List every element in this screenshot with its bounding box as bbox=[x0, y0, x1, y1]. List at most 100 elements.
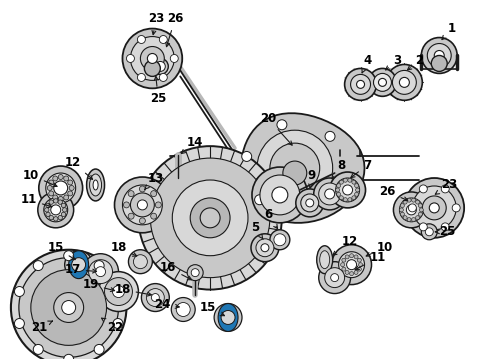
Circle shape bbox=[191, 269, 199, 276]
Circle shape bbox=[61, 203, 66, 208]
Circle shape bbox=[349, 254, 354, 258]
Circle shape bbox=[11, 250, 126, 360]
Ellipse shape bbox=[87, 169, 104, 201]
Circle shape bbox=[425, 228, 433, 236]
Circle shape bbox=[130, 37, 174, 80]
Text: 9: 9 bbox=[308, 168, 316, 188]
Circle shape bbox=[373, 73, 392, 91]
Circle shape bbox=[330, 172, 366, 208]
Circle shape bbox=[242, 152, 252, 161]
Circle shape bbox=[336, 188, 340, 192]
Text: 16: 16 bbox=[160, 261, 192, 280]
Text: 23: 23 bbox=[435, 179, 457, 194]
Circle shape bbox=[261, 244, 269, 252]
Circle shape bbox=[343, 198, 347, 202]
Circle shape bbox=[53, 199, 58, 203]
Circle shape bbox=[406, 205, 416, 215]
Text: 24: 24 bbox=[154, 298, 179, 311]
Circle shape bbox=[387, 64, 422, 100]
Circle shape bbox=[98, 272, 138, 311]
Circle shape bbox=[68, 180, 73, 185]
Circle shape bbox=[58, 175, 63, 180]
Circle shape bbox=[407, 198, 411, 202]
Text: 8: 8 bbox=[332, 158, 346, 179]
Circle shape bbox=[62, 301, 75, 315]
Circle shape bbox=[64, 195, 69, 200]
Text: 15: 15 bbox=[48, 241, 75, 260]
Text: 22: 22 bbox=[101, 318, 123, 334]
Circle shape bbox=[270, 143, 319, 193]
Text: 10: 10 bbox=[23, 168, 57, 186]
Circle shape bbox=[151, 293, 159, 302]
Circle shape bbox=[172, 180, 248, 256]
Text: 26: 26 bbox=[166, 12, 183, 47]
Circle shape bbox=[368, 68, 396, 96]
Circle shape bbox=[303, 206, 313, 216]
Circle shape bbox=[429, 203, 439, 213]
Circle shape bbox=[221, 310, 235, 324]
Circle shape bbox=[355, 192, 359, 196]
Polygon shape bbox=[241, 113, 365, 223]
Circle shape bbox=[155, 62, 165, 71]
Text: 15: 15 bbox=[200, 301, 224, 316]
Circle shape bbox=[142, 284, 169, 311]
Circle shape bbox=[357, 80, 365, 88]
Circle shape bbox=[348, 178, 352, 182]
Circle shape bbox=[416, 200, 419, 204]
Text: 4: 4 bbox=[362, 54, 371, 73]
Circle shape bbox=[69, 185, 74, 190]
Text: 12: 12 bbox=[333, 235, 358, 255]
Circle shape bbox=[72, 258, 86, 272]
Text: 7: 7 bbox=[351, 158, 371, 177]
Text: 26: 26 bbox=[379, 185, 408, 201]
Circle shape bbox=[352, 196, 356, 200]
Text: 14: 14 bbox=[181, 136, 203, 154]
Circle shape bbox=[342, 258, 346, 262]
Circle shape bbox=[49, 200, 53, 204]
Circle shape bbox=[104, 278, 132, 306]
Circle shape bbox=[122, 185, 162, 225]
Circle shape bbox=[306, 199, 314, 207]
Circle shape bbox=[137, 36, 146, 44]
Circle shape bbox=[343, 185, 353, 195]
Circle shape bbox=[256, 239, 274, 257]
Circle shape bbox=[301, 194, 318, 212]
Circle shape bbox=[63, 208, 67, 212]
Circle shape bbox=[418, 212, 422, 216]
Circle shape bbox=[399, 198, 423, 222]
Text: 20: 20 bbox=[260, 112, 292, 145]
Circle shape bbox=[130, 193, 154, 217]
Circle shape bbox=[354, 270, 358, 274]
Circle shape bbox=[399, 208, 403, 212]
Circle shape bbox=[419, 185, 427, 193]
Text: 23: 23 bbox=[148, 12, 165, 35]
Circle shape bbox=[39, 166, 83, 210]
Circle shape bbox=[359, 263, 363, 267]
Text: 21: 21 bbox=[31, 321, 52, 334]
Circle shape bbox=[89, 260, 113, 284]
Circle shape bbox=[260, 175, 300, 215]
Circle shape bbox=[14, 319, 24, 328]
Circle shape bbox=[94, 345, 104, 354]
Circle shape bbox=[422, 196, 446, 220]
Text: 1: 1 bbox=[442, 22, 456, 40]
Text: 5: 5 bbox=[251, 221, 263, 239]
Text: 11: 11 bbox=[21, 193, 52, 207]
Circle shape bbox=[45, 208, 49, 212]
Circle shape bbox=[83, 254, 119, 289]
Circle shape bbox=[147, 54, 157, 63]
Circle shape bbox=[343, 178, 347, 182]
Circle shape bbox=[96, 267, 105, 276]
Circle shape bbox=[141, 46, 164, 71]
Circle shape bbox=[151, 213, 157, 219]
Circle shape bbox=[159, 73, 167, 81]
Text: 13: 13 bbox=[145, 171, 164, 189]
Text: 2: 2 bbox=[408, 54, 423, 70]
Circle shape bbox=[331, 274, 339, 282]
Circle shape bbox=[137, 200, 147, 210]
Text: 17: 17 bbox=[65, 263, 97, 276]
Circle shape bbox=[31, 270, 106, 345]
Circle shape bbox=[355, 184, 359, 188]
Circle shape bbox=[58, 197, 63, 201]
Circle shape bbox=[413, 186, 456, 230]
